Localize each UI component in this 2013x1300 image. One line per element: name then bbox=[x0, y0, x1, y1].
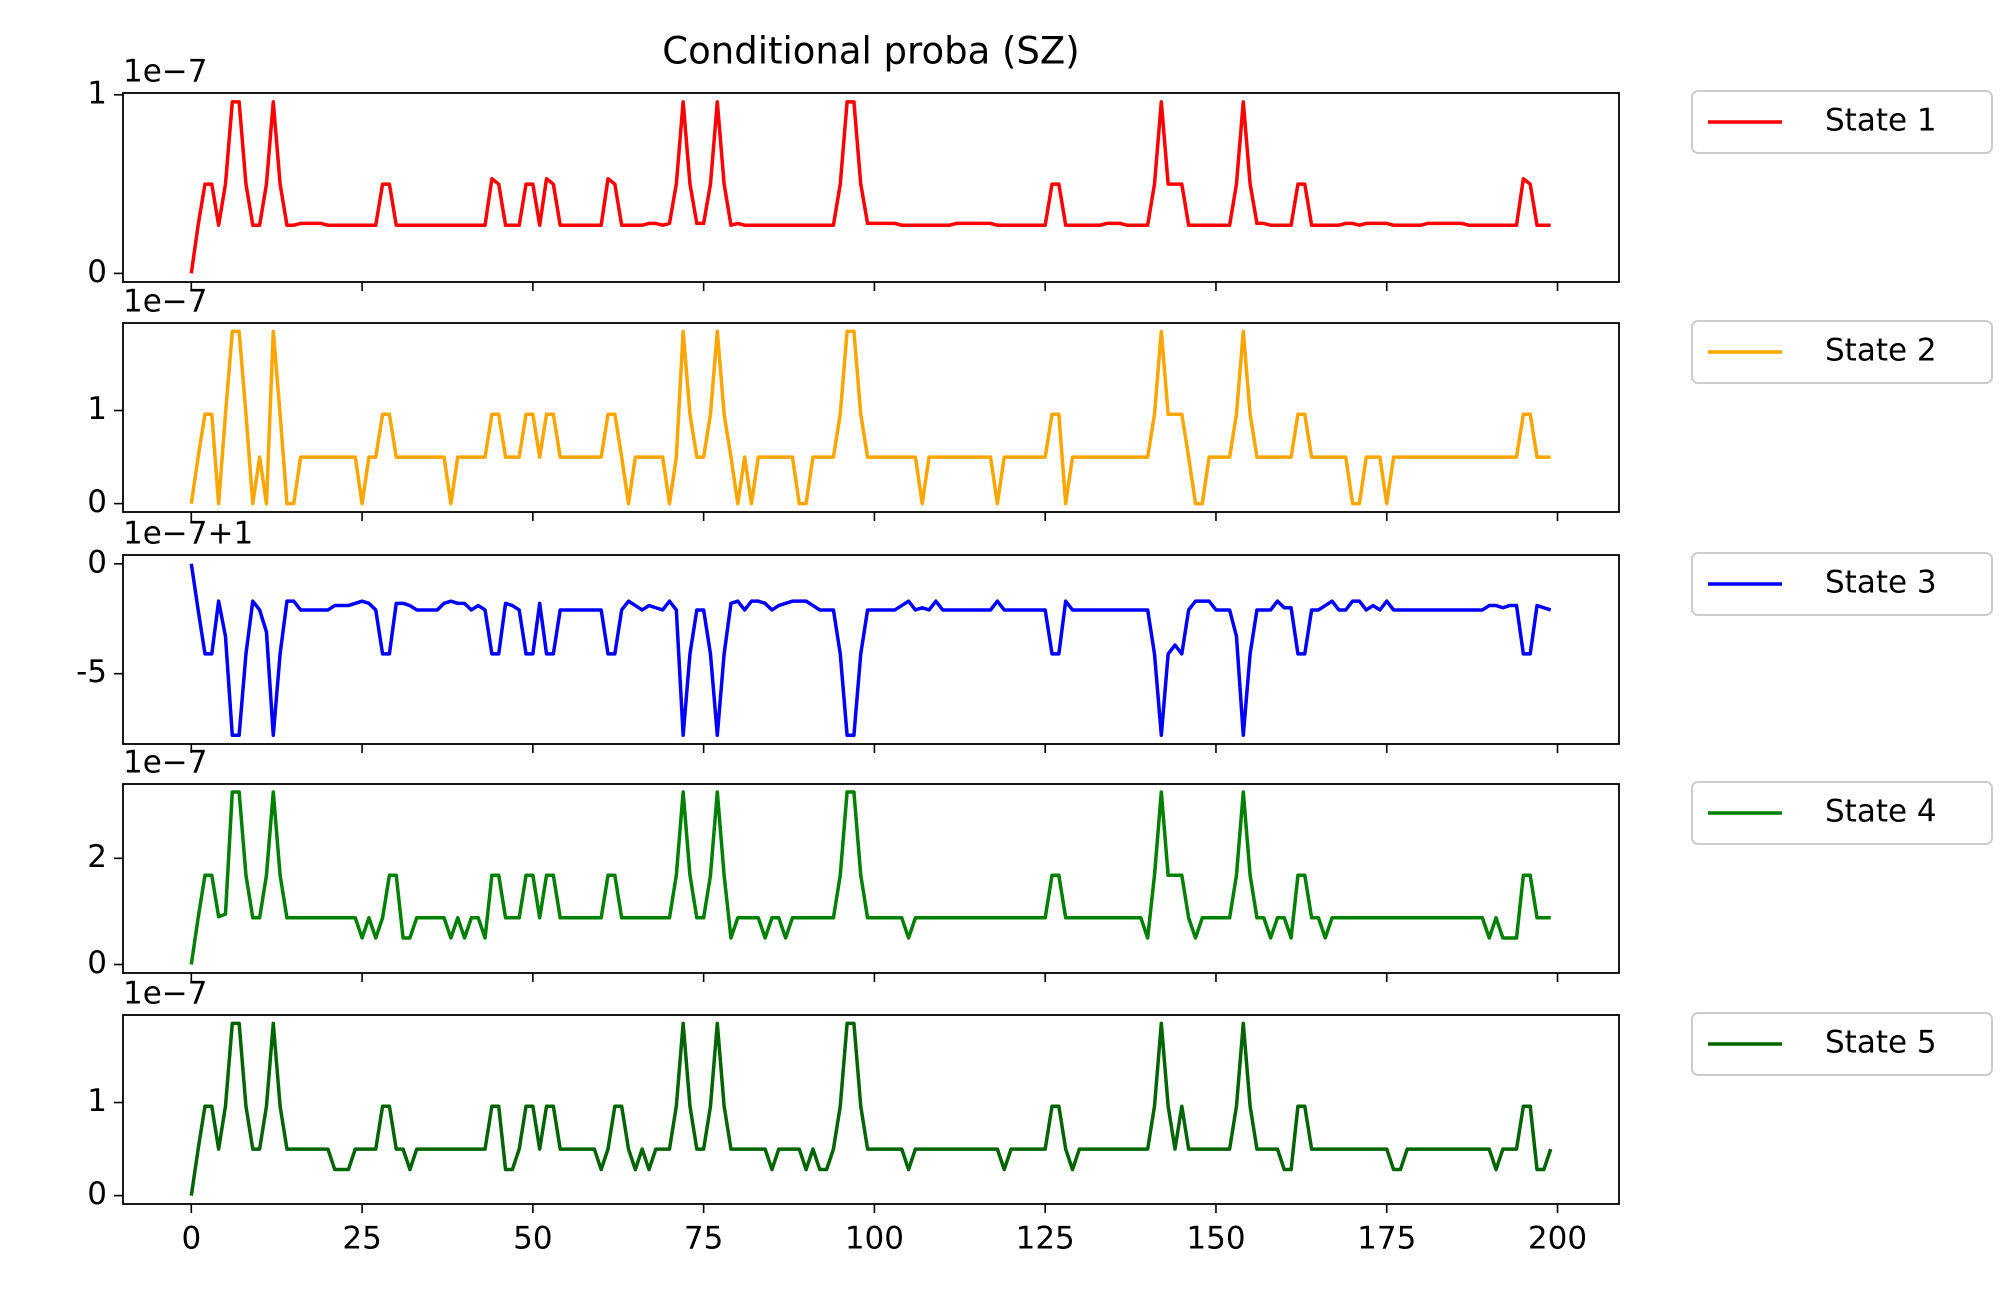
axes-frame bbox=[122, 554, 1620, 745]
y-tick-label: 0 bbox=[87, 254, 107, 290]
x-tick-label: 125 bbox=[1016, 1221, 1075, 1257]
offset-text: 1e−7 bbox=[123, 54, 208, 90]
legend-label: State 3 bbox=[1825, 565, 1937, 601]
legend-label: State 2 bbox=[1825, 333, 1937, 369]
data-line bbox=[189, 100, 1551, 274]
x-tick-label: 50 bbox=[513, 1221, 552, 1257]
axes-frame bbox=[122, 92, 1620, 283]
plot-area bbox=[189, 100, 1551, 274]
x-tick-label: 75 bbox=[684, 1221, 723, 1257]
x-tick-label: 200 bbox=[1528, 1221, 1587, 1257]
legend-label: State 1 bbox=[1825, 103, 1937, 139]
y-tick-label: 2 bbox=[87, 839, 107, 875]
offset-text: 1e−7 bbox=[123, 745, 208, 781]
y-tick-label: 1 bbox=[87, 1083, 107, 1119]
y-tick-label: 0 bbox=[87, 544, 107, 580]
axes-frame bbox=[122, 322, 1620, 513]
axes-frame bbox=[122, 1014, 1620, 1205]
legend-label: State 5 bbox=[1825, 1025, 1937, 1061]
offset-text: 1e−7+1 bbox=[123, 516, 253, 552]
legend-box bbox=[1691, 320, 1993, 384]
axes-frame bbox=[122, 783, 1620, 974]
legend-box bbox=[1691, 90, 1993, 154]
plot-area bbox=[189, 790, 1551, 965]
x-tick-label: 100 bbox=[845, 1221, 904, 1257]
x-tick-label: 175 bbox=[1357, 1221, 1416, 1257]
offset-text: 1e−7 bbox=[123, 976, 208, 1012]
legend-box bbox=[1691, 781, 1993, 845]
x-tick-label: 0 bbox=[181, 1221, 201, 1257]
y-tick-label: 0 bbox=[87, 484, 107, 520]
y-tick-label: 0 bbox=[87, 1176, 107, 1212]
legend-box bbox=[1691, 552, 1993, 616]
plot-area bbox=[189, 329, 1551, 506]
plot-area bbox=[189, 563, 1552, 737]
legend-box bbox=[1691, 1012, 1993, 1076]
x-tick-label: 25 bbox=[342, 1221, 381, 1257]
data-line bbox=[189, 329, 1551, 506]
plot-area bbox=[189, 1021, 1553, 1196]
legend-label: State 4 bbox=[1825, 794, 1937, 830]
y-tick-label: 1 bbox=[87, 75, 107, 111]
y-tick-label: 1 bbox=[87, 391, 107, 427]
chart-title: Conditional proba (SZ) bbox=[662, 30, 1079, 73]
data-line bbox=[189, 563, 1552, 737]
y-tick-label: 0 bbox=[87, 945, 107, 981]
data-line bbox=[189, 1021, 1553, 1196]
offset-text: 1e−7 bbox=[123, 284, 208, 320]
x-tick-label: 150 bbox=[1186, 1221, 1245, 1257]
y-tick-label: -5 bbox=[76, 654, 107, 690]
data-line bbox=[189, 790, 1551, 965]
